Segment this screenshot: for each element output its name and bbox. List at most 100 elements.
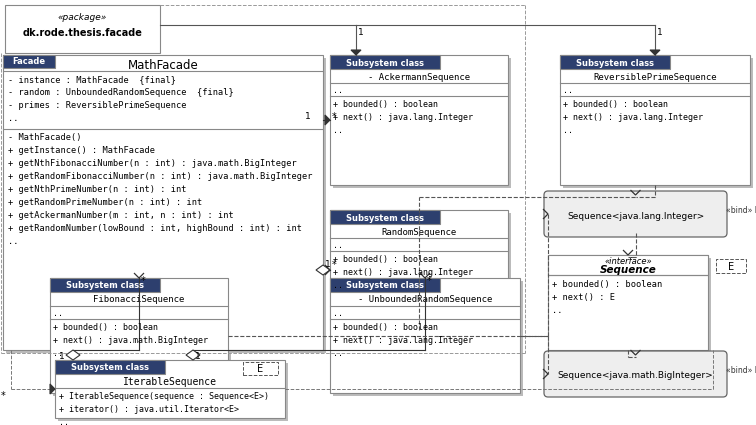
Text: FibonacciSequence: FibonacciSequence: [93, 295, 184, 304]
Text: ..: ..: [333, 86, 343, 95]
Text: Sequence<java.lang.Integer>: Sequence<java.lang.Integer>: [567, 212, 704, 221]
Text: 1: 1: [305, 112, 311, 121]
Text: + bounded() : boolean: + bounded() : boolean: [333, 323, 438, 332]
Text: + bounded() : boolean: + bounded() : boolean: [333, 255, 438, 264]
Text: MathFacade: MathFacade: [128, 59, 198, 71]
Text: ..: ..: [53, 349, 63, 358]
FancyBboxPatch shape: [560, 55, 670, 69]
Polygon shape: [650, 50, 660, 55]
Text: ..: ..: [333, 241, 343, 250]
Text: *: *: [332, 260, 336, 270]
Text: ..: ..: [563, 86, 573, 95]
FancyBboxPatch shape: [55, 360, 285, 418]
Text: «bind» E::java.math.BigInteger: «bind» E::java.math.BigInteger: [726, 366, 756, 375]
FancyBboxPatch shape: [3, 55, 55, 68]
Text: + IterableSequence(sequence : Sequence<E>): + IterableSequence(sequence : Sequence<E…: [59, 392, 269, 401]
Text: + getNthFibonacciNumber(n : int) : java.math.BigInteger: + getNthFibonacciNumber(n : int) : java.…: [8, 159, 297, 168]
Text: + next() : java.lang.Integer: + next() : java.lang.Integer: [333, 113, 473, 122]
Text: *: *: [1, 391, 5, 401]
Text: ..: ..: [563, 126, 573, 135]
Text: + getInstance() : MathFacade: + getInstance() : MathFacade: [8, 146, 155, 155]
Text: ..: ..: [333, 281, 343, 290]
Text: Sequence<java.math.BigInteger>: Sequence<java.math.BigInteger>: [558, 371, 714, 380]
FancyBboxPatch shape: [330, 278, 520, 393]
FancyBboxPatch shape: [716, 259, 746, 273]
Text: RandomSequence: RandomSequence: [381, 227, 457, 236]
Text: 1: 1: [358, 28, 364, 37]
Polygon shape: [325, 115, 330, 125]
Text: + next() : java.lang.Integer: + next() : java.lang.Integer: [333, 336, 473, 345]
Text: Subsystem class: Subsystem class: [346, 281, 424, 291]
Text: - random : UnboundedRandomSequence  {final}: - random : UnboundedRandomSequence {fina…: [8, 88, 234, 97]
Text: «bind» E::java.lang.Integer: «bind» E::java.lang.Integer: [726, 206, 756, 215]
Polygon shape: [66, 350, 80, 360]
FancyBboxPatch shape: [330, 55, 508, 185]
Text: 1: 1: [325, 260, 331, 269]
FancyBboxPatch shape: [333, 213, 511, 333]
Text: ..: ..: [59, 418, 69, 425]
Text: + bounded() : boolean: + bounded() : boolean: [333, 100, 438, 109]
Text: + bounded() : boolean: + bounded() : boolean: [563, 100, 668, 109]
Text: «package»: «package»: [58, 12, 107, 22]
FancyBboxPatch shape: [548, 255, 708, 275]
Text: IterableSequence: IterableSequence: [123, 377, 217, 387]
Polygon shape: [50, 384, 55, 394]
Polygon shape: [186, 350, 200, 360]
Text: 1: 1: [59, 352, 65, 361]
FancyBboxPatch shape: [330, 210, 508, 330]
Text: *: *: [141, 276, 146, 286]
Text: + iterator() : java.util.Iterator<E>: + iterator() : java.util.Iterator<E>: [59, 405, 239, 414]
Text: ..: ..: [333, 349, 343, 358]
Text: *: *: [427, 276, 432, 286]
Text: 1: 1: [657, 28, 663, 37]
FancyBboxPatch shape: [330, 278, 440, 292]
FancyBboxPatch shape: [53, 281, 231, 396]
Text: - MathFacade(): - MathFacade(): [8, 133, 82, 142]
Text: Subsystem class: Subsystem class: [576, 59, 654, 68]
FancyBboxPatch shape: [544, 351, 727, 397]
FancyBboxPatch shape: [551, 198, 726, 236]
FancyBboxPatch shape: [5, 5, 160, 53]
Text: ..: ..: [333, 309, 343, 318]
FancyBboxPatch shape: [551, 358, 726, 396]
FancyBboxPatch shape: [330, 55, 440, 69]
Polygon shape: [351, 50, 361, 55]
FancyBboxPatch shape: [243, 362, 278, 375]
Text: ..: ..: [333, 126, 343, 135]
Text: - instance : MathFacade  {final}: - instance : MathFacade {final}: [8, 75, 176, 84]
FancyBboxPatch shape: [333, 58, 511, 188]
Text: + next() : java.math.BigInteger: + next() : java.math.BigInteger: [53, 336, 208, 345]
Text: + getRandomFibonacciNumber(n : int) : java.math.BigInteger: + getRandomFibonacciNumber(n : int) : ja…: [8, 172, 312, 181]
FancyBboxPatch shape: [330, 210, 440, 224]
Text: + next() : java.lang.Integer: + next() : java.lang.Integer: [333, 268, 473, 277]
Text: - UnboundedRandomSequence: - UnboundedRandomSequence: [358, 295, 492, 304]
Text: E: E: [258, 365, 264, 374]
Text: Subsystem class: Subsystem class: [66, 281, 144, 291]
Text: + next() : java.lang.Integer: + next() : java.lang.Integer: [563, 113, 703, 122]
Text: - primes : ReversiblePrimeSequence: - primes : ReversiblePrimeSequence: [8, 101, 187, 110]
Text: ..: ..: [53, 309, 63, 318]
Text: Subsystem class: Subsystem class: [71, 363, 149, 372]
Text: ..: ..: [8, 237, 18, 246]
Text: - AckermannSequence: - AckermannSequence: [368, 73, 470, 82]
Text: Subsystem class: Subsystem class: [346, 59, 424, 68]
Text: *: *: [332, 112, 336, 122]
Text: + getNthPrimeNumber(n : int) : int: + getNthPrimeNumber(n : int) : int: [8, 185, 187, 194]
FancyBboxPatch shape: [55, 360, 165, 374]
Text: «interface»: «interface»: [604, 258, 652, 266]
Text: ..: ..: [552, 306, 562, 315]
FancyBboxPatch shape: [50, 278, 160, 292]
Text: + next() : E: + next() : E: [552, 293, 615, 302]
FancyBboxPatch shape: [551, 258, 711, 353]
Text: + bounded() : boolean: + bounded() : boolean: [53, 323, 158, 332]
Text: Subsystem class: Subsystem class: [346, 213, 424, 223]
FancyBboxPatch shape: [6, 58, 326, 353]
Text: + getRandomNumber(lowBound : int, highBound : int) : int: + getRandomNumber(lowBound : int, highBo…: [8, 224, 302, 233]
FancyBboxPatch shape: [544, 191, 727, 237]
Text: + bounded() : boolean: + bounded() : boolean: [552, 280, 662, 289]
Text: Sequence: Sequence: [600, 265, 656, 275]
Text: ReversiblePrimeSequence: ReversiblePrimeSequence: [593, 73, 717, 82]
Text: E: E: [728, 262, 734, 272]
Text: + getRandomPrimeNumber(n : int) : int: + getRandomPrimeNumber(n : int) : int: [8, 198, 203, 207]
FancyBboxPatch shape: [548, 255, 708, 350]
